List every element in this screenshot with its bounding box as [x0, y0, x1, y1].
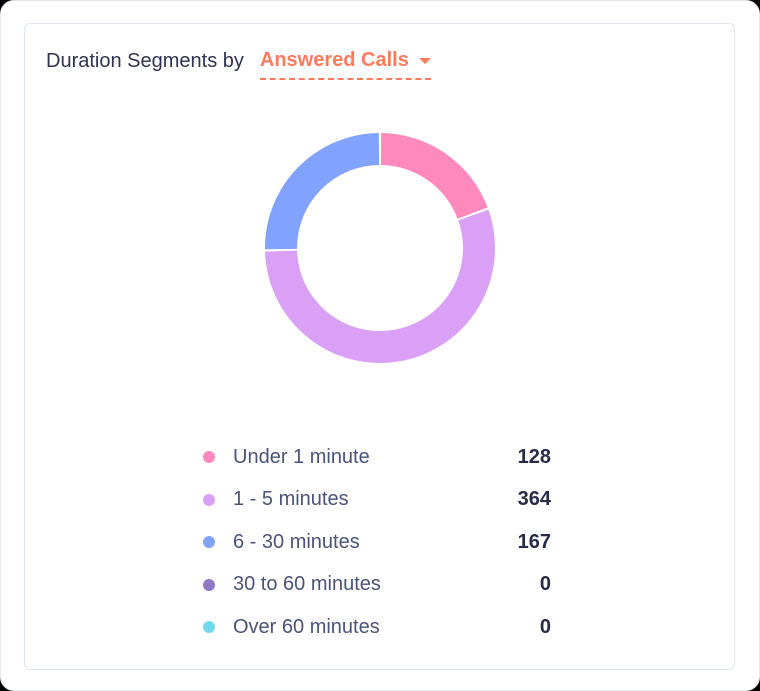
legend-value: 0	[539, 573, 551, 596]
legend-value: 128	[517, 445, 551, 468]
call-type-dropdown[interactable]: Answered Calls	[259, 49, 431, 80]
legend-label: 6 - 30 minutes	[233, 530, 360, 553]
legend-dot-icon	[203, 493, 215, 506]
legend-label: Over 60 minutes	[233, 615, 380, 638]
legend-dot-icon	[203, 451, 215, 464]
legend-item[interactable]: 6 - 30 minutes 167	[203, 521, 551, 564]
legend-value: 364	[517, 488, 551, 511]
legend-dot-icon	[203, 621, 215, 634]
donut-chart	[265, 133, 495, 363]
card-header: Duration Segments by Answered Calls	[46, 46, 431, 80]
legend-label: 30 to 60 minutes	[233, 573, 381, 596]
legend-item[interactable]: 1 - 5 minutes 364	[203, 479, 551, 522]
legend-value: 167	[517, 530, 551, 553]
legend-dot-icon	[203, 536, 215, 549]
legend-label: 1 - 5 minutes	[233, 488, 349, 511]
chart-legend: Under 1 minute 128 1 - 5 minutes 364 6 - 30 …	[203, 436, 551, 649]
caret-down-icon	[418, 57, 431, 64]
legend-item[interactable]: Under 1 minute 128	[203, 436, 551, 479]
donut-segment[interactable]	[265, 209, 495, 363]
legend-item[interactable]: Over 60 minutes 0	[203, 606, 551, 649]
legend-label: Under 1 minute	[233, 445, 370, 468]
legend-dot-icon	[203, 578, 215, 591]
legend-value: 0	[539, 615, 551, 638]
card-title: Duration Segments by	[46, 50, 244, 72]
legend-item[interactable]: 30 to 60 minutes 0	[203, 564, 551, 607]
donut-segment[interactable]	[380, 133, 488, 219]
duration-segments-card: Duration Segments by Answered Calls Unde…	[24, 23, 735, 670]
donut-segment[interactable]	[265, 133, 380, 250]
dropdown-label: Answered Calls	[259, 49, 409, 71]
